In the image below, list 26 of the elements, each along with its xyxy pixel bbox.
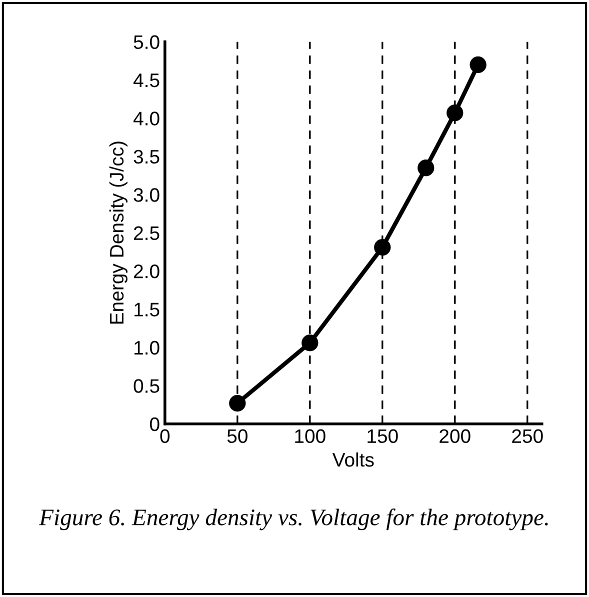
point <box>302 334 318 352</box>
x-tick-label: 250 <box>512 429 543 444</box>
point <box>470 56 486 74</box>
x-tick-label: 150 <box>368 429 398 444</box>
y-tick-label: 0.5 <box>134 379 160 393</box>
y-tick-label: 0 <box>150 417 160 432</box>
y-tick-label: 3.0 <box>134 188 160 202</box>
y-tick-label: 2.0 <box>134 264 160 278</box>
x-tick-label: 0 <box>160 429 170 444</box>
y-tick-label: 5.0 <box>134 35 160 50</box>
y-tick-label: 2.5 <box>134 226 160 240</box>
y-tick-label: 3.5 <box>134 150 160 164</box>
y-tick-label: 1.0 <box>134 340 160 355</box>
x-tick-label: 50 <box>227 429 248 444</box>
caption: Figure 6. Energy density vs. Voltage for the prototype. <box>38 508 548 530</box>
y-tick-label: 1.5 <box>134 302 160 316</box>
y-tick-label: 4.5 <box>133 74 160 88</box>
y-tick-label: 4.0 <box>133 112 160 126</box>
x-tick-label: 100 <box>295 429 326 444</box>
x-axis-title: Volts <box>332 452 374 467</box>
point <box>229 394 246 412</box>
point <box>374 239 391 256</box>
x-tick-label: 200 <box>440 429 470 444</box>
y-axis-title: Energy Density (J/cc) <box>109 142 128 324</box>
point <box>418 160 434 176</box>
point <box>446 104 464 122</box>
